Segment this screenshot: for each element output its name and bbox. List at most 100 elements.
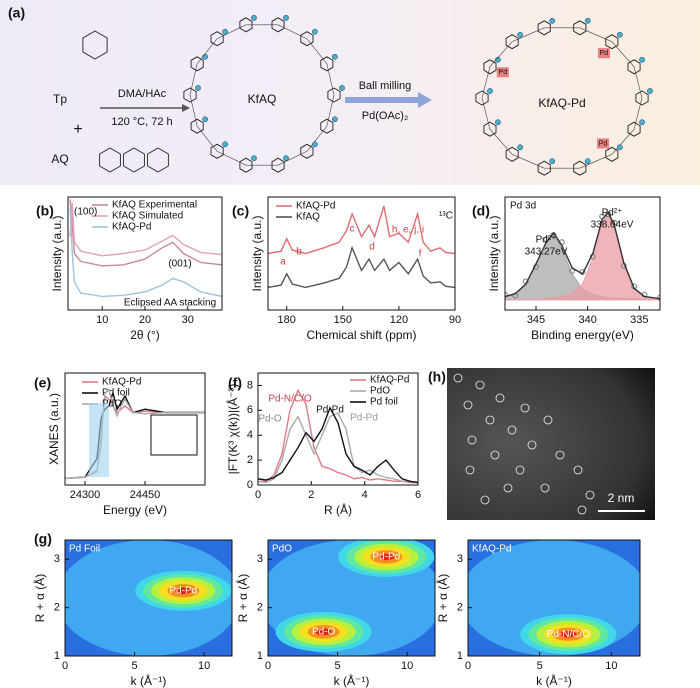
product-label: KfAQ (248, 92, 277, 106)
oxygen-atom (332, 53, 338, 60)
plot-frame (257, 372, 419, 486)
ring (271, 17, 285, 33)
scheme-background (0, 0, 700, 185)
y-tick-label: 2 (247, 454, 253, 466)
bond (489, 41, 513, 67)
data-line (505, 211, 660, 300)
ring (190, 56, 204, 72)
pd-marker (597, 138, 610, 149)
bond (611, 129, 635, 155)
panel-label: (h) (428, 369, 446, 385)
x-tick-label: 24450 (130, 489, 161, 501)
ring (271, 157, 285, 173)
bond (326, 63, 335, 96)
data-line (69, 208, 222, 298)
pd-marker (597, 48, 610, 59)
x-tick-label: 6 (415, 489, 421, 501)
peak-label: Pd-N/C/O (547, 629, 591, 640)
map-title: PdO (272, 544, 292, 555)
bond (306, 126, 328, 152)
ring (635, 90, 649, 106)
x-axis-label: R (Å) (324, 502, 352, 517)
ring (123, 147, 145, 173)
peak-label: Pd-Pd (372, 552, 400, 563)
oxygen-atom (195, 85, 201, 91)
y-tick-label: 2 (457, 602, 463, 614)
annotation: Pd-Pd (316, 405, 344, 416)
annotation: (001) (168, 259, 191, 270)
x-tick-label: 10 (198, 660, 210, 672)
oxygen-atom (487, 88, 493, 94)
x-tick-label: 335 (630, 314, 648, 326)
data-line (69, 199, 222, 267)
x-tick-label: 10 (96, 314, 108, 326)
oxygen-atom (495, 119, 501, 126)
oxygen-atom (222, 141, 228, 148)
legend-label: KfAQ-Pd (102, 377, 141, 388)
legend-label: Pd foil (370, 397, 398, 408)
panel-label: (a) (8, 5, 25, 21)
inset-frame (150, 414, 198, 456)
ring (210, 31, 224, 47)
bond (633, 97, 643, 130)
bond (512, 154, 545, 169)
annotation: Pd 3d (510, 201, 536, 212)
x-tick-label: 5 (335, 660, 341, 672)
ring (483, 59, 497, 75)
plot-frame (267, 196, 456, 311)
map-title: KfAQ-Pd (472, 544, 511, 555)
bond (196, 126, 218, 152)
oxygen-atom (283, 14, 289, 21)
peak-center (560, 630, 577, 638)
annotation: 338.04eV (591, 220, 634, 231)
tem-image (447, 368, 655, 520)
annotation: a (280, 257, 286, 268)
bond (481, 97, 491, 130)
y-axis-label: XANES (a.u.) (47, 393, 61, 465)
bond (196, 38, 218, 64)
ring (605, 146, 619, 162)
oxygen-atom (202, 116, 208, 123)
y-tick-label: 1 (257, 650, 263, 662)
annotation: d (369, 242, 375, 253)
scheme: Tp + AQ DMA/HAc 120 °C, 72 h KfAQ Ball m… (51, 14, 653, 176)
x-axis-label: k (Å⁻¹) (536, 673, 572, 688)
step-label: DMA/HAc (118, 88, 167, 100)
y-tick-label: 4 (247, 429, 253, 441)
ring (605, 34, 619, 50)
annotation: Pd²⁺ (536, 235, 557, 246)
pd-marker (496, 67, 509, 78)
oxygen-atom (251, 155, 257, 162)
annotation: f (419, 249, 422, 260)
bond (306, 38, 328, 64)
bond (189, 63, 198, 96)
y-axis-label: R + α (Å) (235, 574, 250, 623)
bond (216, 151, 247, 166)
oxygen-atom (647, 88, 653, 94)
oxygen-atom (617, 31, 623, 38)
data-line (69, 202, 222, 257)
y-tick-label: 3 (54, 553, 60, 565)
data-line (258, 388, 418, 484)
ring (475, 90, 489, 106)
data-line (258, 406, 418, 484)
legend-label: PdO (102, 399, 122, 410)
peak-label: Pd-O (312, 626, 336, 637)
legend-label: Pd foil (102, 388, 130, 399)
ring (483, 121, 497, 137)
ring (147, 147, 169, 173)
plus: + (73, 121, 82, 138)
ring (505, 146, 519, 162)
step-conditions: Pd(OAc)₂ (362, 110, 408, 122)
y-tick-label: 2 (54, 602, 60, 614)
legend-label: KfAQ-Pd (112, 222, 151, 233)
ring (300, 31, 314, 47)
oxygen-atom (251, 14, 257, 21)
x-tick-label: 10 (605, 660, 617, 672)
annotation: c (350, 224, 355, 235)
peak-center (378, 553, 395, 561)
annotation: Pd-Pd (350, 413, 378, 424)
x-tick-label: 0 (465, 660, 471, 672)
pd-label: Pd (600, 50, 609, 57)
x-axis-label: k (Å⁻¹) (334, 673, 370, 688)
